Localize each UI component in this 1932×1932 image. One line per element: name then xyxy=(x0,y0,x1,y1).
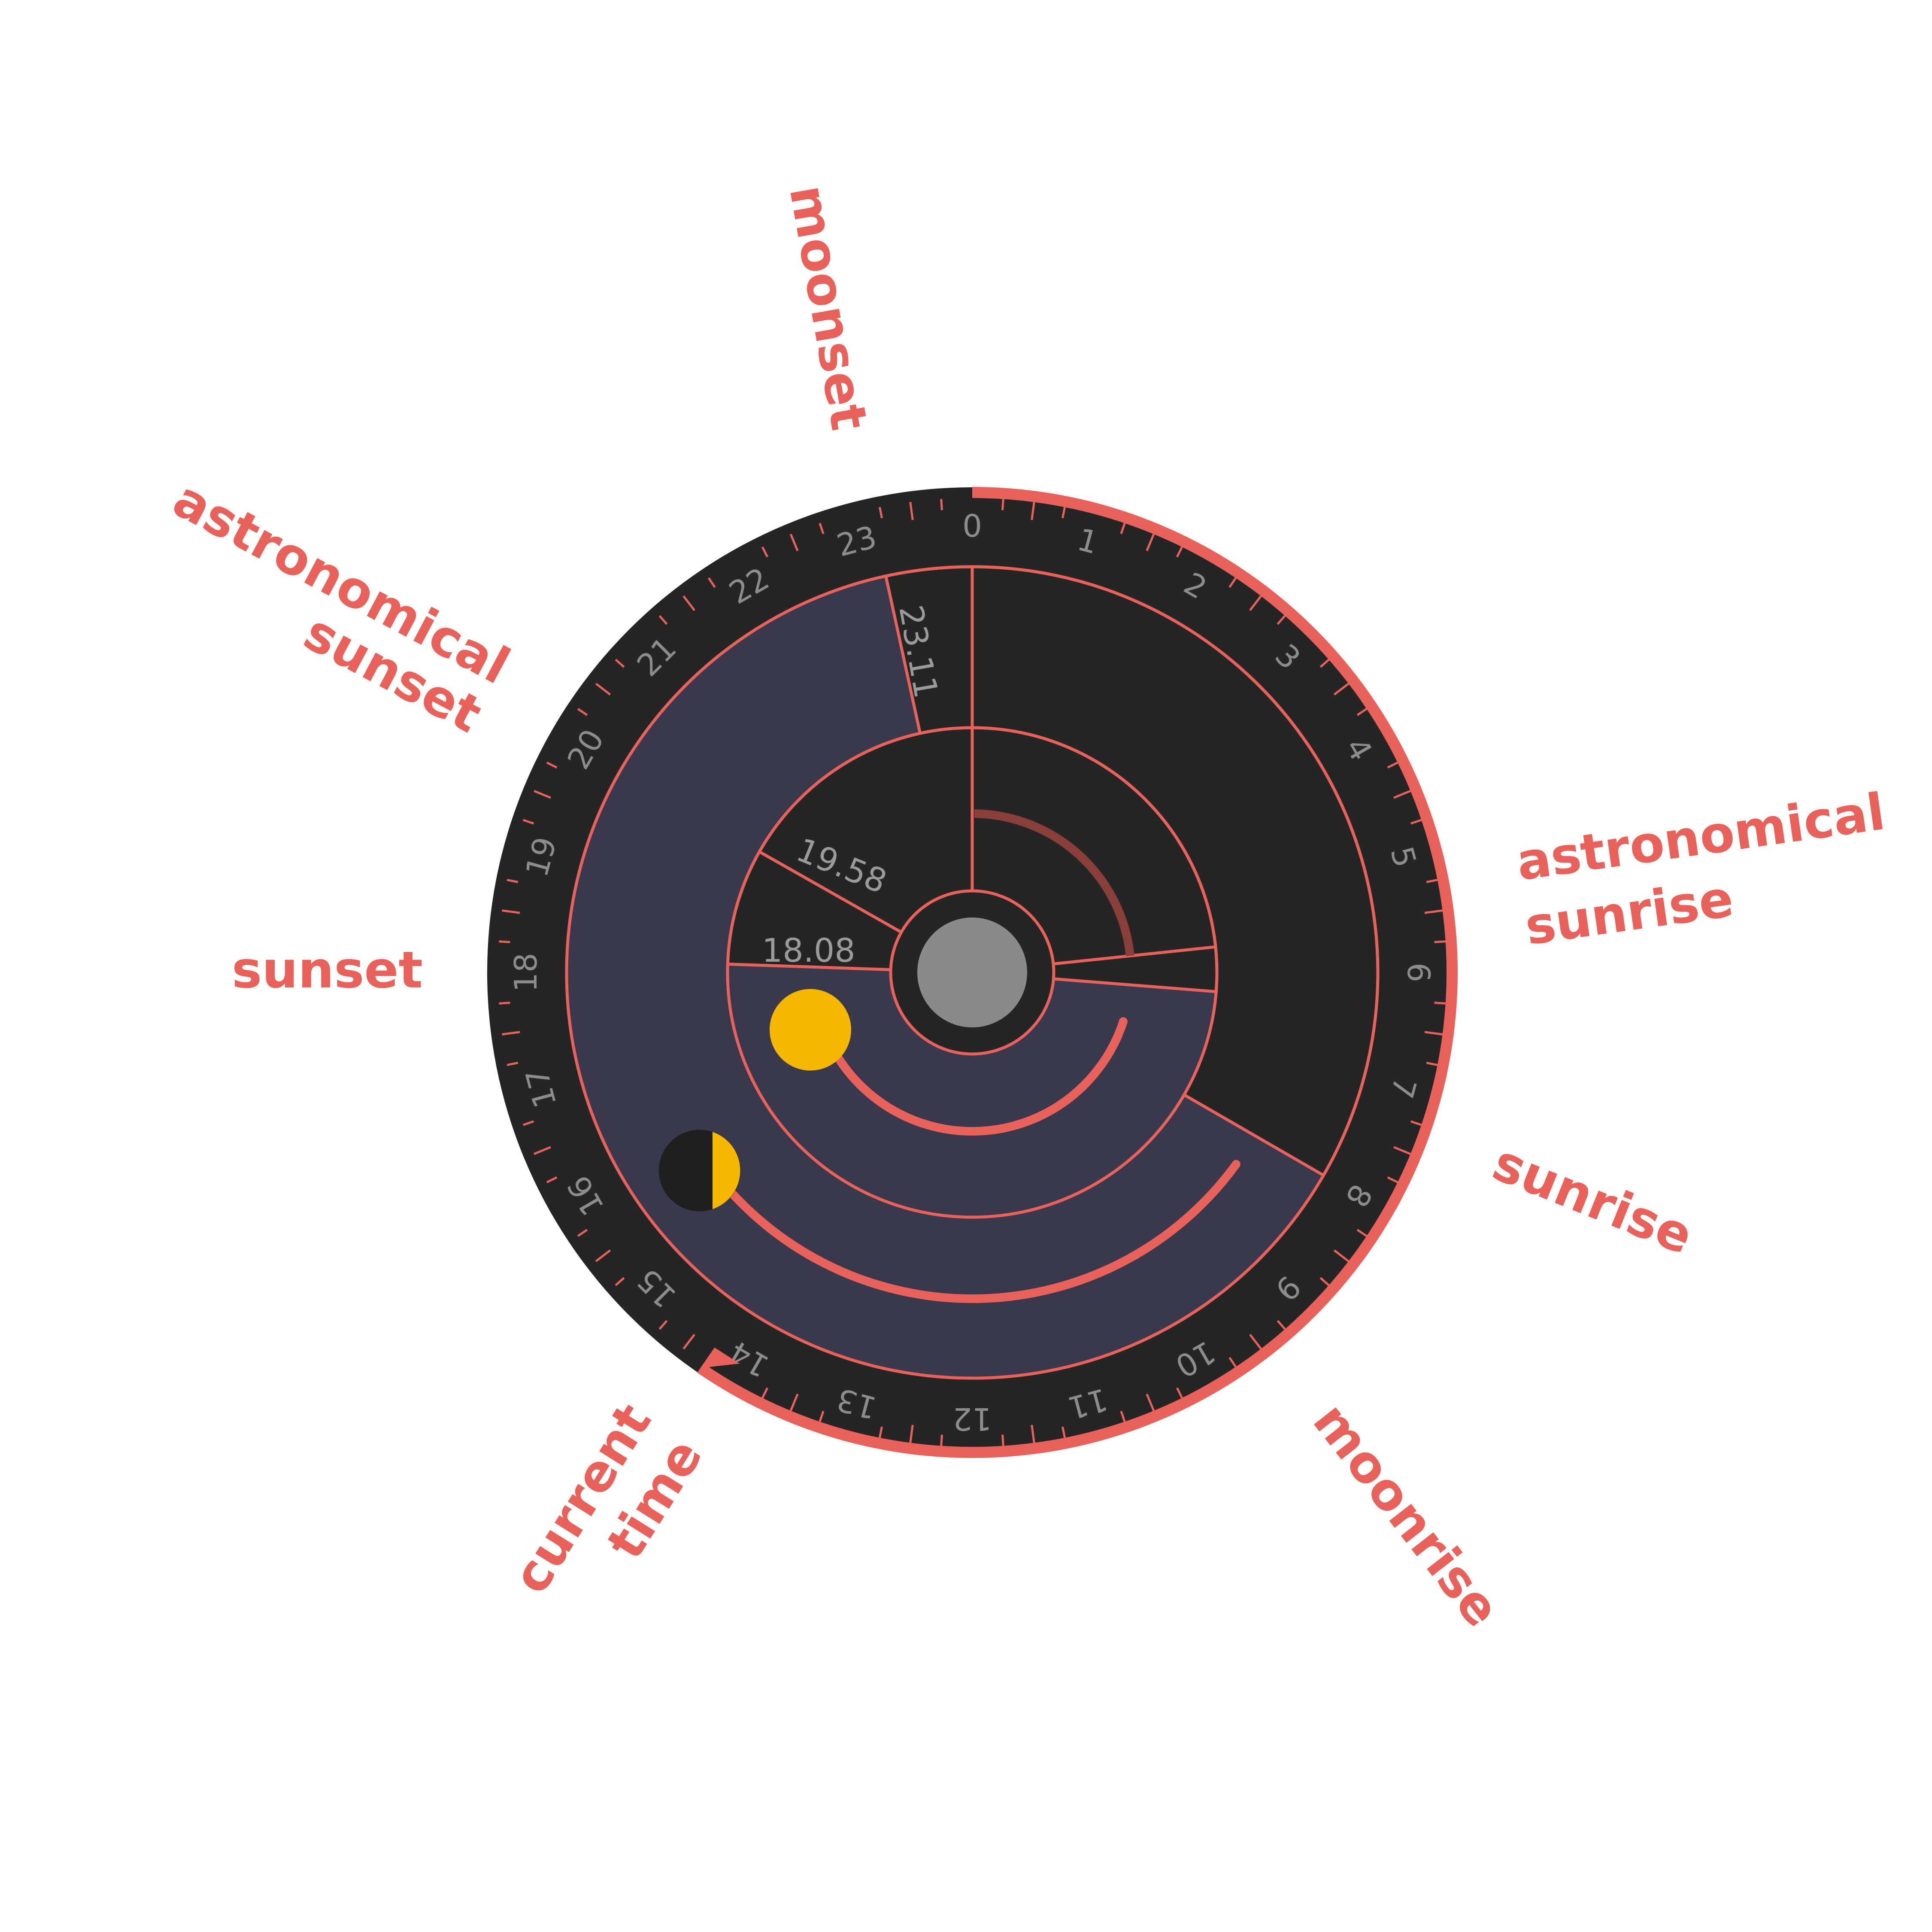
moon-time-label: 18.08 xyxy=(762,931,855,969)
radial-divider xyxy=(728,963,891,972)
minute-tick xyxy=(1393,790,1411,799)
minute-tick xyxy=(789,1394,799,1411)
minute-tick xyxy=(1387,762,1398,769)
minute-tick xyxy=(1249,595,1262,611)
minute-tick xyxy=(1319,1277,1330,1286)
minute-tick xyxy=(878,1426,883,1438)
minute-tick xyxy=(522,1120,534,1126)
minute-tick xyxy=(658,615,668,625)
outer-accent-arc xyxy=(697,487,1458,1458)
minute-tick xyxy=(502,909,520,914)
minute-tick xyxy=(819,522,825,535)
minute-tick xyxy=(507,878,519,883)
moon-path-arc xyxy=(704,1160,1240,1303)
minute-tick xyxy=(1062,507,1066,519)
minute-tick xyxy=(1146,1394,1155,1411)
minute-tick xyxy=(1410,1120,1422,1126)
minute-tick xyxy=(761,546,769,558)
sun-icon xyxy=(769,989,851,1071)
minute-tick xyxy=(615,659,625,668)
minute-tick xyxy=(878,507,883,519)
minute-tick xyxy=(1120,1410,1126,1422)
minute-tick xyxy=(819,1410,825,1422)
minute-tick xyxy=(1333,1249,1350,1262)
current-time-callout: current time xyxy=(501,1393,714,1603)
radial-dividers xyxy=(728,567,1325,1177)
minute-tick xyxy=(1031,1425,1035,1443)
minute-tick xyxy=(1333,683,1350,696)
center-dot xyxy=(917,917,1027,1027)
astronomical-sunrise-callout: astronomical sunrise xyxy=(1513,782,1889,957)
minute-tick xyxy=(1120,522,1126,535)
minute-tick xyxy=(595,683,611,696)
astronomical-sunset-callout: astronomical sunset xyxy=(164,469,519,744)
minute-tick xyxy=(546,762,558,769)
current-time-marker xyxy=(700,1347,740,1368)
minute-tick xyxy=(1249,1334,1262,1350)
minute-ticks xyxy=(499,499,1446,1446)
minute-tick xyxy=(502,1031,520,1036)
hour-label: 18 xyxy=(508,953,544,992)
minute-tick xyxy=(1426,1062,1438,1066)
minute-tick xyxy=(1393,1146,1411,1155)
minute-tick xyxy=(1319,659,1330,668)
minute-tick xyxy=(682,1334,695,1350)
minute-tick xyxy=(1146,534,1155,551)
minute-tick xyxy=(507,1062,519,1066)
moonrise-callout: moonrise xyxy=(1302,1392,1512,1637)
minute-tick xyxy=(1176,1387,1183,1399)
moon-icon xyxy=(658,1130,740,1212)
minute-tick xyxy=(1031,502,1035,520)
minute-tick xyxy=(1426,878,1438,883)
hour-label: 12 xyxy=(952,1401,992,1437)
minute-tick xyxy=(682,595,695,611)
minute-tick xyxy=(595,1249,611,1262)
minute-tick xyxy=(1356,1229,1368,1237)
minute-tick xyxy=(546,1176,558,1183)
minute-tick xyxy=(1410,819,1422,825)
hour-label: 6 xyxy=(1401,963,1437,982)
radial-divider xyxy=(1053,977,1216,993)
minute-tick xyxy=(909,1425,914,1443)
minute-tick xyxy=(499,1002,510,1005)
minute-tick xyxy=(1277,615,1286,625)
minute-tick xyxy=(1228,1357,1237,1368)
minute-tick xyxy=(522,819,534,825)
minute-tick xyxy=(1424,909,1443,914)
minute-tick xyxy=(761,1387,769,1399)
minute-tick xyxy=(1434,1002,1446,1005)
minute-tick xyxy=(577,708,588,716)
minute-tick xyxy=(1001,1434,1004,1446)
minute-tick xyxy=(1176,546,1183,558)
minute-tick xyxy=(1062,1426,1066,1438)
minute-tick xyxy=(534,1146,551,1155)
minute-tick xyxy=(1387,1176,1398,1183)
minute-tick xyxy=(1228,577,1237,588)
minute-tick xyxy=(708,577,716,588)
minute-tick xyxy=(909,502,914,520)
sun-path-arc xyxy=(819,1017,1128,1136)
minute-tick xyxy=(1277,1320,1286,1330)
minute-tick xyxy=(615,1277,625,1286)
radial-divider xyxy=(1183,1093,1325,1177)
minute-tick xyxy=(658,1320,668,1330)
minute-tick xyxy=(1356,708,1368,716)
minute-tick xyxy=(1424,1031,1443,1036)
minute-tick xyxy=(1001,499,1004,510)
radial-divider xyxy=(884,575,922,734)
minute-tick xyxy=(534,790,551,799)
sunrise-callout: sunrise xyxy=(1485,1133,1701,1266)
minute-tick xyxy=(940,499,943,510)
minute-tick xyxy=(789,534,799,551)
radial-divider xyxy=(758,850,902,934)
minute-tick xyxy=(577,1229,588,1237)
sunset-callout: sunset xyxy=(232,940,423,999)
sun-path-dim-arc xyxy=(974,809,1134,957)
moonset-callout: moonset xyxy=(778,181,879,434)
hour-label: 0 xyxy=(962,508,982,544)
minute-tick xyxy=(940,1434,943,1446)
